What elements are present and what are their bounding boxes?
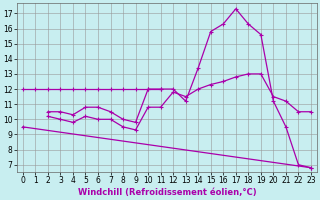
X-axis label: Windchill (Refroidissement éolien,°C): Windchill (Refroidissement éolien,°C) [77, 188, 256, 197]
